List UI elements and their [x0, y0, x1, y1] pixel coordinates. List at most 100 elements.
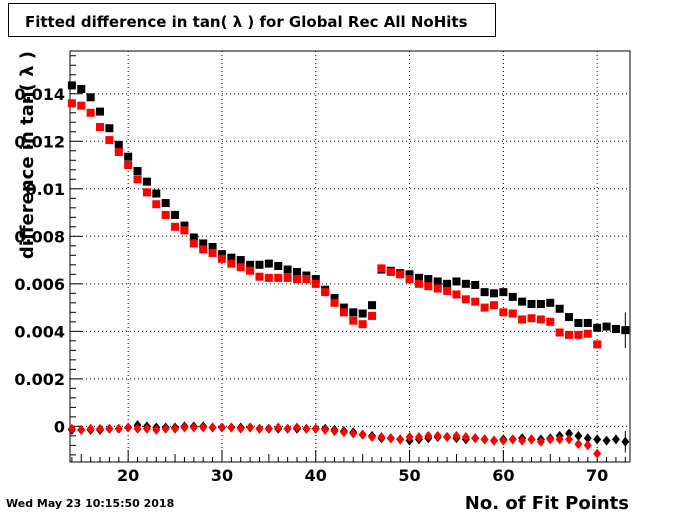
series-3-point-17 [227, 422, 236, 433]
series-3-point-30 [349, 428, 358, 439]
series-1-point-26 [311, 279, 320, 288]
series-0-point-15 [208, 242, 217, 251]
series-1-point-7 [133, 175, 142, 184]
series-3-point-11 [171, 423, 180, 434]
series-1-point-36 [405, 275, 414, 284]
chart-title-box: Fitted difference in tan( λ ) for Global… [8, 3, 496, 37]
series-1-point-13 [189, 239, 198, 248]
series-1-point-30 [349, 316, 358, 325]
series-3-point-33 [377, 432, 386, 443]
series-1-point-35 [396, 270, 405, 279]
x-tick-label-0: 20 [117, 466, 139, 485]
series-1-point-4 [105, 136, 114, 145]
series-3-point-8 [142, 423, 151, 434]
series-1-point-15 [208, 248, 217, 257]
series-2-point-56 [593, 434, 602, 445]
series-3-point-49 [527, 434, 536, 445]
series-0-point-5 [114, 140, 123, 149]
series-0-point-22 [274, 262, 283, 271]
x-axis-label: No. of Fit Points [465, 493, 629, 514]
series-2-point-57 [602, 435, 611, 446]
series-1-point-21 [264, 273, 273, 282]
series-1-point-55 [583, 329, 592, 338]
series-3-point-31 [358, 429, 367, 440]
series-1-point-53 [565, 330, 574, 339]
series-1-point-23 [283, 273, 292, 282]
series-0-point-21 [264, 259, 273, 268]
series-3-point-12 [180, 422, 189, 433]
series-3-point-34 [386, 433, 395, 444]
series-0-point-0 [67, 81, 76, 90]
series-3-point-19 [246, 422, 255, 433]
series-0-point-8 [142, 177, 151, 186]
series-1-point-18 [236, 263, 245, 272]
series-1-point-56 [593, 340, 602, 349]
series-3-point-41 [452, 430, 461, 441]
series-3-point-55 [583, 440, 592, 451]
series-3-point-39 [433, 430, 442, 441]
series-1-point-14 [199, 245, 208, 254]
series-2-point-53 [565, 428, 574, 439]
series-0-point-45 [489, 289, 498, 298]
y-tick-label-2: 0.004 [14, 322, 65, 341]
series-3-point-27 [321, 424, 330, 435]
series-1-point-54 [574, 330, 583, 339]
series-0-point-9 [152, 189, 161, 198]
series-1-point-19 [246, 266, 255, 275]
series-1-point-6 [124, 161, 133, 170]
series-0-point-12 [180, 221, 189, 230]
series-1-point-40 [443, 286, 452, 295]
series-0-point-56 [593, 323, 602, 332]
series-3-point-9 [152, 424, 161, 435]
x-tick-label-4: 60 [492, 466, 514, 485]
series-1-point-20 [255, 272, 264, 281]
series-0-point-3 [96, 107, 105, 116]
series-3-point-32 [368, 432, 377, 443]
series-1-point-1 [77, 101, 86, 110]
series-1-point-49 [527, 314, 536, 323]
chart-title: Fitted difference in tan( λ ) for Global… [25, 13, 468, 31]
series-3-point-10 [161, 423, 170, 434]
series-3-point-5 [114, 423, 123, 434]
series-3-point-47 [508, 434, 517, 445]
series-1-point-0 [67, 99, 76, 108]
series-1-point-33 [377, 264, 386, 273]
series-0-point-2 [86, 93, 95, 102]
series-2-point-58 [611, 434, 620, 445]
series-0-point-50 [536, 300, 545, 309]
series-3-point-40 [443, 432, 452, 443]
series-0-point-47 [508, 292, 517, 301]
series-0-point-48 [518, 297, 527, 306]
series-0-point-7 [133, 166, 142, 175]
series-0-point-29 [339, 303, 348, 312]
series-1-point-28 [330, 298, 339, 307]
series-3-point-13 [189, 422, 198, 433]
series-1-point-39 [433, 284, 442, 293]
series-1-point-48 [518, 315, 527, 324]
series-1-point-50 [536, 315, 545, 324]
series-3-point-0 [67, 423, 76, 434]
series-1-point-25 [302, 275, 311, 284]
series-0-point-37 [414, 273, 423, 282]
series-0-point-49 [527, 300, 536, 309]
series-0-point-54 [574, 319, 583, 328]
series-0-point-24 [293, 267, 302, 276]
y-tick-label-6: 0.012 [14, 132, 65, 151]
y-tick-label-0: 0 [54, 417, 65, 436]
series-3-point-7 [133, 423, 142, 434]
plot-frame [69, 50, 631, 463]
series-1-point-51 [546, 317, 555, 326]
series-1-point-43 [471, 297, 480, 306]
series-0-point-36 [405, 270, 414, 279]
series-0-point-53 [565, 313, 574, 322]
series-1-point-47 [508, 309, 517, 318]
series-0-point-6 [124, 152, 133, 161]
series-1-point-27 [321, 288, 330, 297]
series-1-point-38 [424, 282, 433, 291]
series-3-point-15 [208, 422, 217, 433]
series-3-point-1 [77, 424, 86, 435]
series-0-point-44 [480, 288, 489, 297]
series-3-point-56 [593, 448, 602, 459]
series-0-point-58 [611, 324, 620, 333]
